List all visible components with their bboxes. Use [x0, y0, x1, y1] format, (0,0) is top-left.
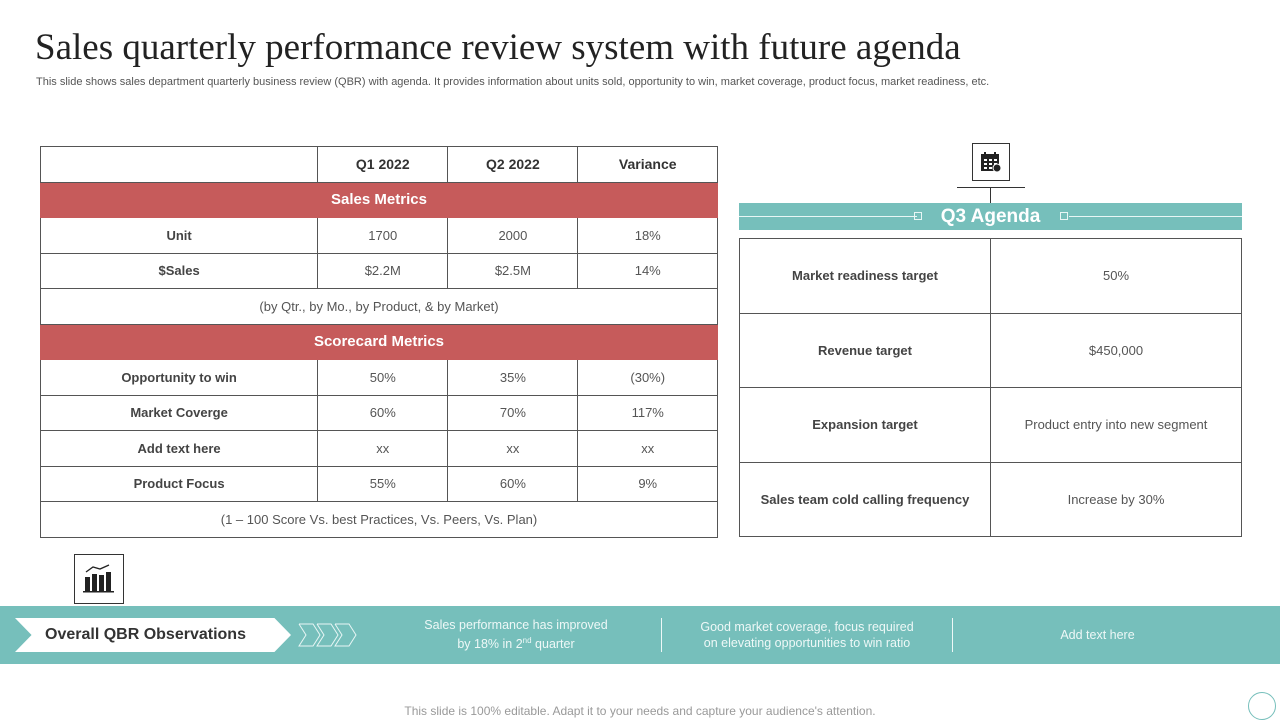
chevrons-icon — [298, 623, 357, 647]
observation-2: Good market coverage, focus required on e… — [700, 620, 914, 650]
cell: 60% — [447, 465, 579, 502]
cell: xx — [317, 430, 449, 467]
cell: 70% — [447, 394, 579, 431]
row-label: Sales team cold calling frequency — [739, 461, 991, 537]
cell: xx — [447, 430, 579, 467]
cell: 14% — [577, 252, 718, 289]
row-label: Product Focus — [39, 465, 319, 502]
cell: $2.2M — [317, 252, 449, 289]
divider — [957, 187, 1025, 188]
table-row: $Sales $2.2M $2.5M 14% — [39, 252, 718, 289]
table-row: Market readiness target 50% — [739, 238, 1242, 314]
table-note: (1 – 100 Score Vs. best Practices, Vs. P… — [40, 501, 718, 538]
divider — [952, 618, 953, 652]
observations-label: Overall QBR Observations — [15, 618, 291, 652]
observation-1: Sales performance has improved by 18% in … — [424, 618, 608, 652]
cell: (30%) — [577, 359, 718, 396]
table-header-row: Q1 2022 Q2 2022 Variance — [39, 146, 718, 183]
calendar-icon — [972, 143, 1010, 181]
page-subtitle: This slide shows sales department quarte… — [36, 76, 990, 88]
cell: 50% — [317, 359, 449, 396]
header-cell — [39, 146, 319, 183]
cell: 35% — [447, 359, 579, 396]
table-row: Opportunity to win 50% 35% (30%) — [39, 359, 718, 396]
agenda-title: Q3 Agenda — [940, 206, 1041, 227]
table-note: (by Qtr., by Mo., by Product, & by Marke… — [40, 288, 718, 325]
cell: $450,000 — [990, 312, 1242, 388]
row-label: Market Coverge — [39, 394, 319, 431]
table-row: Market Coverge 60% 70% 117% — [39, 394, 718, 431]
cell: Increase by 30% — [990, 461, 1242, 537]
logo-circle-icon — [1248, 692, 1276, 720]
cell: 60% — [317, 394, 449, 431]
row-label: Opportunity to win — [39, 359, 319, 396]
cell: xx — [577, 430, 718, 467]
table-row: Revenue target $450,000 — [739, 312, 1242, 388]
footer-note: This slide is 100% editable. Adapt it to… — [404, 704, 876, 718]
header-cell: Q2 2022 — [447, 146, 579, 183]
cell: 18% — [577, 217, 718, 254]
header-cell: Variance — [577, 146, 718, 183]
table-row: Expansion target Product entry into new s… — [739, 387, 1242, 463]
cell: 1700 — [317, 217, 449, 254]
agenda-table: Market readiness target 50% Revenue targe… — [739, 238, 1242, 537]
table-row: Unit 1700 2000 18% — [39, 217, 718, 254]
table-row: Sales team cold calling frequency Increas… — [739, 461, 1242, 537]
bar-chart-icon — [74, 554, 124, 604]
observations-band: Overall QBR Observations Sales performan… — [0, 606, 1280, 664]
cell: 55% — [317, 465, 449, 502]
section-header: Scorecard Metrics — [40, 323, 718, 360]
row-label: Add text here — [39, 430, 319, 467]
observation-3: Add text here — [1060, 628, 1135, 642]
row-label: Expansion target — [739, 387, 991, 463]
cell: $2.5M — [447, 252, 579, 289]
cell: 117% — [577, 394, 718, 431]
row-label: $Sales — [39, 252, 319, 289]
row-label: Revenue target — [739, 312, 991, 388]
divider — [661, 618, 662, 652]
row-label: Unit — [39, 217, 319, 254]
cell: 9% — [577, 465, 718, 502]
row-label: Market readiness target — [739, 238, 991, 314]
header-cell: Q1 2022 — [317, 146, 449, 183]
cell: Product entry into new segment — [990, 387, 1242, 463]
cell: 2000 — [447, 217, 579, 254]
table-row: Add text here xx xx xx — [39, 430, 718, 467]
cell: 50% — [990, 238, 1242, 314]
page-title: Sales quarterly performance review syste… — [35, 27, 961, 68]
metrics-table: Q1 2022 Q2 2022 Variance Sales Metrics U… — [39, 146, 718, 538]
connector — [990, 187, 991, 203]
section-header: Sales Metrics — [40, 181, 718, 218]
table-row: Product Focus 55% 60% 9% — [39, 465, 718, 502]
agenda-header: Q3 Agenda — [739, 203, 1242, 230]
